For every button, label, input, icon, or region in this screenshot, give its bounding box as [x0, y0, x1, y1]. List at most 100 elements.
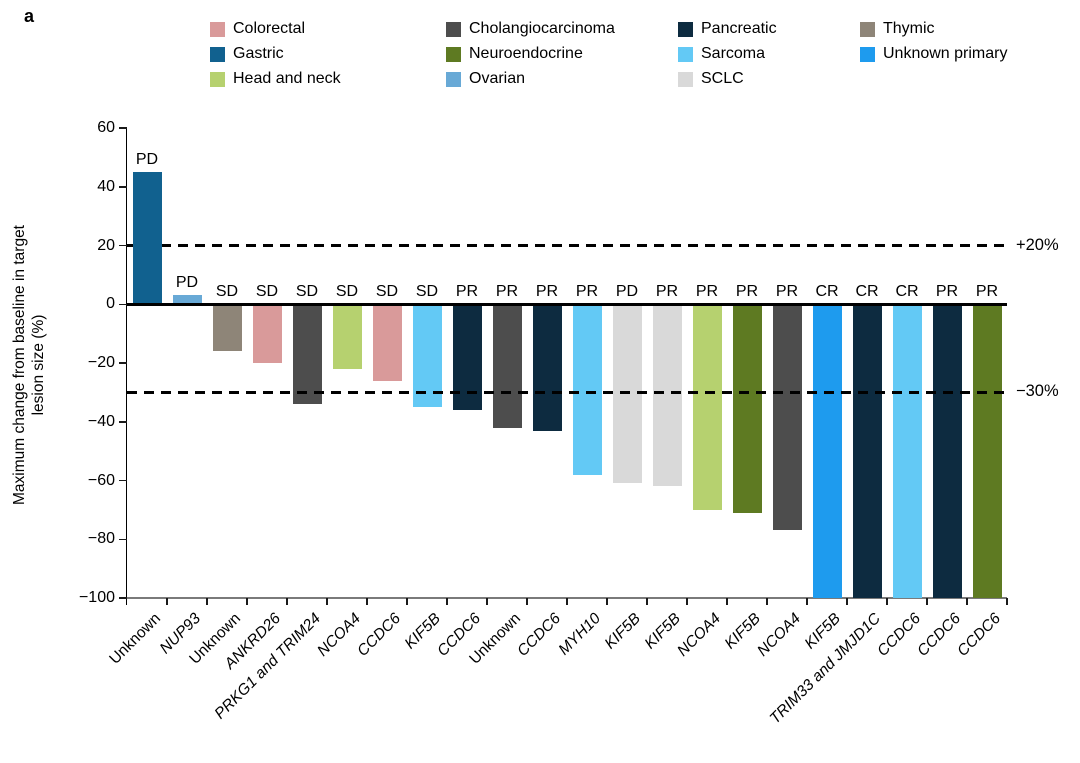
y-axis-line — [125, 128, 127, 605]
bar-unknown-primary — [812, 304, 842, 598]
x-axis-tick — [526, 598, 528, 605]
y-axis-title-line2: lesion size (%) — [30, 314, 47, 416]
y-axis-tick-label: −100 — [78, 589, 115, 606]
bar-gastric — [132, 172, 162, 305]
response-label: PR — [775, 283, 799, 301]
bar-ovarian — [172, 295, 202, 305]
y-axis-tick — [119, 186, 127, 188]
x-axis-tick — [406, 598, 408, 605]
legend-label: Sarcoma — [701, 45, 766, 62]
legend-label: Colorectal — [233, 20, 306, 37]
y-axis-tick — [119, 244, 127, 247]
bar-sarcoma — [572, 304, 602, 475]
legend-item-unknown-primary: Unknown primary — [860, 45, 1007, 63]
response-label: SD — [375, 283, 399, 301]
bar-cholangiocarcinoma — [292, 304, 322, 405]
bar-sarcoma — [892, 304, 922, 598]
x-axis-tick — [606, 598, 608, 605]
x-axis-tick — [686, 598, 688, 605]
y-axis-tick — [119, 421, 127, 423]
legend-swatch-icon — [446, 71, 461, 87]
y-axis-tick-label: −80 — [87, 530, 115, 548]
legend-label: Head and neck — [233, 70, 341, 87]
response-label: PR — [455, 283, 479, 301]
response-label: SD — [415, 283, 439, 301]
bar-colorectal — [252, 304, 282, 363]
bar-colorectal — [372, 304, 402, 381]
y-axis-tick — [119, 362, 127, 364]
response-label: PD — [175, 274, 199, 292]
x-axis-tick — [246, 598, 248, 605]
bar-pancreatic — [452, 304, 482, 410]
legend-label: Neuroendocrine — [469, 45, 583, 62]
legend-label: Thymic — [883, 20, 935, 37]
legend-item-ovarian: Ovarian — [446, 70, 525, 88]
x-axis-label: Unknown — [106, 610, 165, 668]
y-axis-tick-label: 20 — [97, 236, 115, 254]
legend-label: Pancreatic — [701, 20, 777, 37]
response-label: SD — [255, 283, 279, 301]
response-label: PR — [735, 283, 759, 301]
x-axis-tick — [806, 598, 808, 605]
x-axis-tick — [846, 598, 848, 605]
bar-neuroendocrine — [972, 304, 1002, 598]
response-label: PR — [575, 283, 599, 301]
reference-line — [127, 244, 1007, 247]
x-axis-label: NCOA4 — [754, 610, 805, 660]
response-label: PD — [615, 283, 639, 301]
x-axis-label: CCDC6 — [874, 610, 925, 660]
legend-label: Cholangiocarcinoma — [469, 20, 615, 37]
y-axis-tick — [119, 303, 127, 305]
y-axis-tick — [119, 479, 127, 482]
bar-pancreatic — [932, 304, 962, 598]
legend-swatch-icon — [210, 71, 225, 87]
legend-item-colorectal: Colorectal — [210, 20, 305, 38]
response-label: PD — [135, 151, 159, 169]
bar-sarcoma — [412, 304, 442, 408]
y-axis-tick-label: 60 — [97, 119, 115, 136]
legend-swatch-icon — [678, 21, 693, 37]
legend-label: SCLC — [701, 70, 744, 87]
x-axis-tick — [1006, 598, 1008, 605]
bar-pancreatic — [852, 304, 882, 598]
legend-swatch-icon — [860, 46, 875, 62]
y-axis-title-line1: Maximum change from baseline in target — [11, 225, 28, 505]
legend-swatch-icon — [678, 46, 693, 62]
panel-label: a — [24, 6, 35, 26]
bar-head-and-neck — [332, 304, 362, 369]
response-label: SD — [335, 283, 359, 301]
legend-swatch-icon — [678, 71, 693, 87]
y-axis-tick-label: −20 — [87, 354, 115, 371]
response-label: SD — [295, 283, 319, 301]
bar-sclc — [652, 304, 682, 487]
legend-item-neuroendocrine: Neuroendocrine — [446, 45, 583, 63]
x-axis-tick — [966, 598, 968, 605]
x-axis-tick — [326, 598, 328, 605]
x-axis-label: CCDC6 — [914, 610, 965, 660]
legend-label: Unknown primary — [883, 45, 1008, 62]
legend-item-gastric: Gastric — [210, 45, 284, 63]
x-axis-tick — [446, 598, 448, 605]
x-axis-tick — [366, 598, 368, 605]
legend-swatch-icon — [210, 46, 225, 62]
response-label: CR — [855, 283, 879, 301]
x-axis-label: CCDC6 — [514, 610, 565, 660]
legend-label: Gastric — [233, 45, 284, 62]
bar-head-and-neck — [692, 304, 722, 510]
response-label: PR — [975, 283, 999, 301]
y-axis-tick — [119, 597, 127, 599]
x-axis-label: NCOA4 — [674, 610, 725, 660]
bar-pancreatic — [532, 304, 562, 431]
x-axis-label: MYH10 — [555, 610, 605, 659]
x-axis-tick — [886, 598, 888, 605]
response-label: PR — [535, 283, 559, 301]
y-axis-tick-label: −40 — [87, 412, 115, 430]
legend-swatch-icon — [446, 46, 461, 62]
legend-swatch-icon — [446, 21, 461, 37]
response-label: PR — [935, 283, 959, 301]
bar-cholangiocarcinoma — [492, 304, 522, 428]
response-label: CR — [895, 283, 919, 301]
legend-item-cholangiocarcinoma: Cholangiocarcinoma — [446, 20, 615, 38]
legend-item-sarcoma: Sarcoma — [678, 45, 765, 63]
